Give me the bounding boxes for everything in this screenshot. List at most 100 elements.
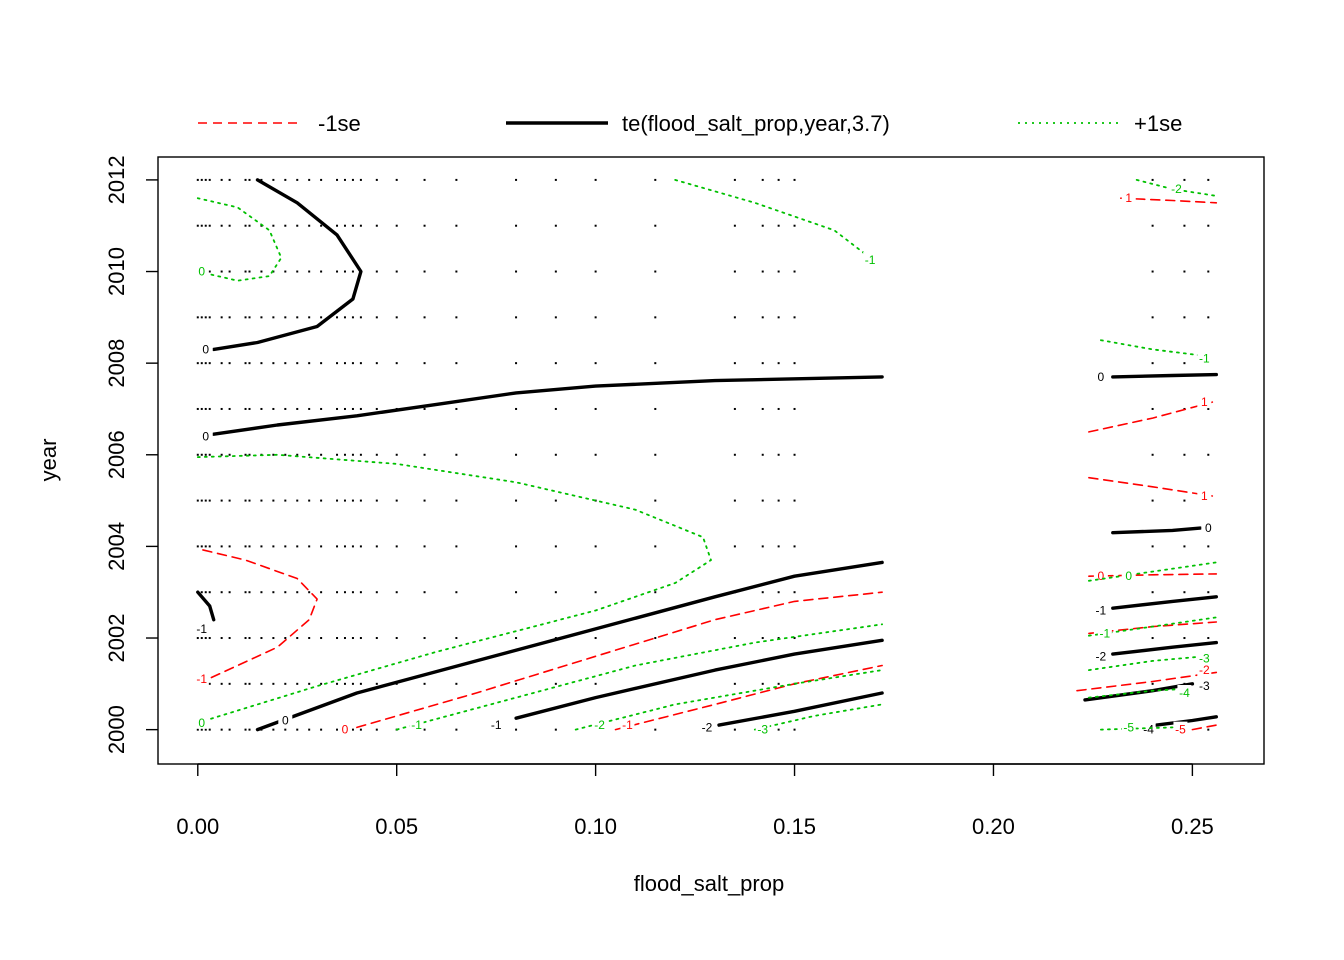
data-point [343, 453, 346, 456]
data-point [515, 270, 518, 273]
contour-label: -5 [1175, 723, 1186, 737]
data-point [1207, 728, 1210, 731]
data-point [272, 728, 275, 731]
data-point [351, 545, 354, 548]
data-point [200, 362, 203, 365]
data-point [200, 178, 203, 181]
data-point [423, 407, 426, 410]
data-point [200, 728, 203, 731]
data-point [1207, 453, 1210, 456]
data-point [1151, 316, 1154, 319]
data-point [284, 499, 287, 502]
data-point [395, 178, 398, 181]
data-point [204, 362, 207, 365]
data-point [777, 224, 780, 227]
data-point [1151, 224, 1154, 227]
contour-line [1111, 526, 1202, 535]
data-point [296, 362, 299, 365]
data-point [515, 682, 518, 685]
contour-label-bg [1201, 520, 1216, 535]
data-point [777, 682, 780, 685]
data-point [336, 545, 339, 548]
data-point [208, 591, 211, 594]
data-point [320, 316, 323, 319]
data-point [359, 591, 362, 594]
contour-label-bg [194, 671, 209, 686]
data-point [359, 637, 362, 640]
data-point [220, 728, 223, 731]
data-point [200, 637, 203, 640]
data-point [375, 362, 378, 365]
data-point [351, 591, 354, 594]
data-point [793, 270, 796, 273]
data-point [296, 407, 299, 410]
data-point [733, 362, 736, 365]
data-point [351, 499, 354, 502]
data-point [336, 591, 339, 594]
data-point [208, 316, 211, 319]
data-point [423, 453, 426, 456]
data-point [204, 224, 207, 227]
contour-line [1100, 339, 1210, 358]
data-point [1207, 316, 1210, 319]
x-tick-label: 0.10 [574, 814, 617, 839]
data-point [654, 591, 657, 594]
data-point [761, 224, 764, 227]
data-point [455, 637, 458, 640]
contour-label-bg [863, 252, 878, 267]
data-point [375, 178, 378, 181]
data-point [654, 407, 657, 410]
contour-label-bg [1093, 368, 1108, 383]
contour-label-bg [1121, 568, 1136, 583]
data-point [248, 591, 251, 594]
data-point [351, 728, 354, 731]
data-point [793, 224, 796, 227]
contour-label: 0 [202, 342, 209, 356]
data-point [343, 270, 346, 273]
data-point [1183, 637, 1186, 640]
data-point [654, 499, 657, 502]
data-point [320, 270, 323, 273]
data-point [320, 591, 323, 594]
data-point [1183, 499, 1186, 502]
contour-line [197, 547, 318, 685]
contour-label: 0 [198, 265, 205, 279]
data-point [654, 316, 657, 319]
contour-label: 1 [1201, 489, 1208, 503]
data-point [351, 637, 354, 640]
data-point [594, 407, 597, 410]
data-point [260, 637, 263, 640]
data-point [777, 316, 780, 319]
data-point [196, 728, 199, 731]
contour-line [356, 591, 883, 729]
data-point [761, 407, 764, 410]
data-point [244, 728, 247, 731]
contour-label: 0 [282, 713, 289, 727]
data-point [1207, 591, 1210, 594]
contour-label-bg [1141, 721, 1156, 736]
data-point [228, 316, 231, 319]
data-point [320, 728, 323, 731]
contour-label-bg [198, 428, 213, 443]
data-point [228, 591, 231, 594]
contour-label: -2 [1199, 663, 1210, 677]
data-point [375, 453, 378, 456]
data-point [395, 224, 398, 227]
contour-label: 1 [1125, 191, 1132, 205]
data-point [359, 682, 362, 685]
contour-line [1191, 724, 1218, 731]
data-point [244, 637, 247, 640]
plot-area: 000-1-1-200-1-2-3-4-10-11110-1-2-500-1-2… [194, 178, 1218, 737]
data-point [284, 637, 287, 640]
data-point [777, 728, 780, 731]
data-point [515, 178, 518, 181]
data-point [320, 499, 323, 502]
data-point [733, 545, 736, 548]
data-point [220, 545, 223, 548]
data-point [296, 453, 299, 456]
data-point [200, 453, 203, 456]
data-point [228, 224, 231, 227]
data-point [320, 407, 323, 410]
contour-label: 0 [1205, 521, 1212, 535]
data-point [423, 270, 426, 273]
